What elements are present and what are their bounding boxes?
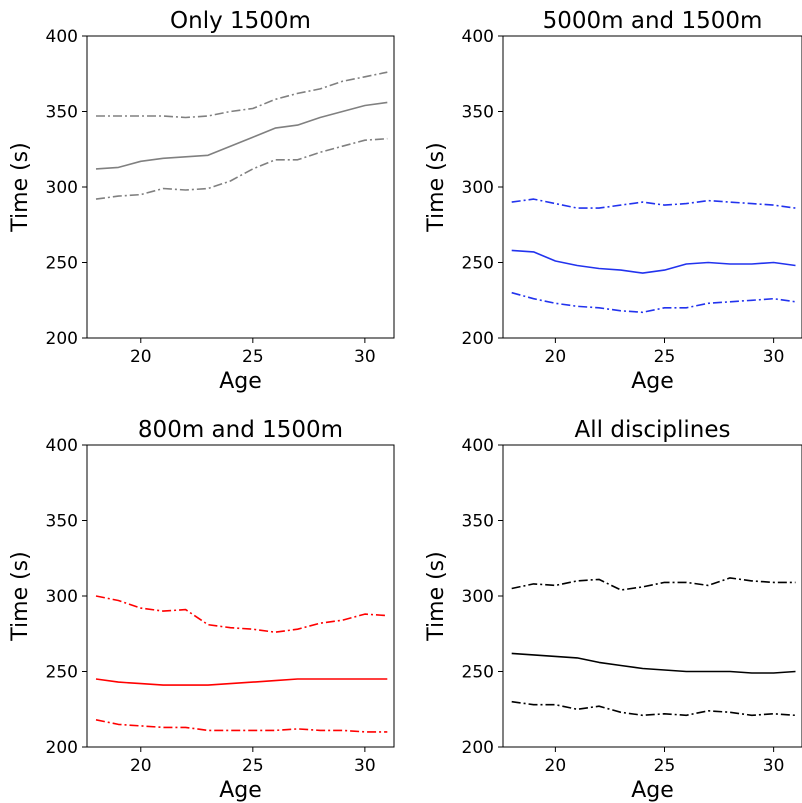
plot-frame [502,444,802,748]
y-axis-label: Time (s) [424,551,449,641]
series-line-2 [95,101,388,170]
y-tick-label: 400 [46,27,78,47]
x-tick-label: 20 [130,756,152,776]
y-tick-label: 200 [46,329,78,349]
y-tick-label: 300 [462,178,494,198]
y-tick-label: 250 [462,663,494,683]
x-tick-label: 30 [354,347,376,367]
series-line-1 [511,577,796,591]
series-line-1 [511,198,796,209]
y-tick-label: 200 [462,329,494,349]
y-tick-label: 400 [462,27,494,47]
chart-panel-3: 20 25 30 200 250 300 350 400 800m and 1500m Age Ti… [8,417,395,803]
x-tick-label: 30 [763,756,785,776]
x-tick-label: 25 [654,347,676,367]
y-tick-label: 250 [46,254,78,274]
x-tick-label: 25 [242,347,264,367]
chart-title: 800m and 1500m [138,417,343,443]
x-tick-label: 20 [545,347,567,367]
series-line-2 [511,249,796,274]
y-axis-label: Time (s) [424,142,449,232]
plot-frame [86,444,395,748]
series-line-3 [95,137,388,200]
series-line-3 [95,719,388,733]
chart-panel-2: 20 25 30 200 250 300 350 400 5000m and 1500m Age T… [424,8,802,394]
x-tick-label: 30 [354,756,376,776]
chart-panel-1: 20 25 30 200 250 300 350 400 Only 1500m Age Time (… [8,8,395,394]
series-line-2 [95,678,388,686]
y-tick-label: 250 [462,254,494,274]
y-tick-label: 300 [462,587,494,607]
x-tick-label: 20 [130,347,152,367]
y-tick-label: 350 [46,103,78,123]
chart-panel-4: 20 25 30 200 250 300 350 400 All disciplines Age T… [424,417,802,803]
x-tick-label: 30 [763,347,785,367]
x-tick-label: 25 [654,756,676,776]
series-line-1 [95,595,388,634]
x-tick-label: 25 [242,756,264,776]
y-tick-label: 300 [46,587,78,607]
plot-frame [86,35,395,339]
y-tick-label: 400 [46,436,78,456]
series-line-2 [511,652,796,674]
plot-frame [502,35,802,339]
y-tick-label: 250 [46,663,78,683]
y-tick-label: 400 [462,436,494,456]
series-line-3 [511,700,796,717]
y-tick-label: 200 [46,738,78,758]
y-tick-label: 350 [462,103,494,123]
y-axis-label: Time (s) [8,142,33,232]
x-axis-label: Age [631,778,674,803]
y-tick-label: 300 [46,178,78,198]
y-axis-label: Time (s) [8,551,33,641]
x-axis-label: Age [219,778,262,803]
x-axis-label: Age [219,369,262,394]
y-tick-label: 350 [462,512,494,532]
chart-title: 5000m and 1500m [543,8,763,34]
chart-title: Only 1500m [170,8,311,34]
series-line-3 [511,291,796,314]
x-tick-label: 20 [545,756,567,776]
y-tick-label: 350 [46,512,78,532]
y-tick-label: 200 [462,738,494,758]
x-axis-label: Age [631,369,674,394]
chart-title: All disciplines [575,417,731,443]
